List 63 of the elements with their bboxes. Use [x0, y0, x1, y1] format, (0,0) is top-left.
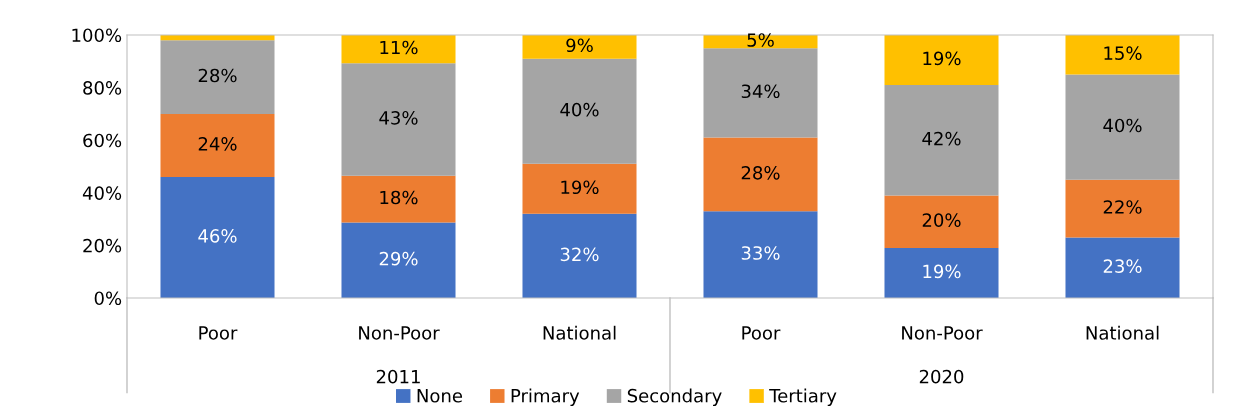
data-label: 20%: [922, 213, 961, 227]
y-tick-label: 60%: [83, 133, 122, 148]
bar: [884, 35, 999, 85]
y-tick-label: 20%: [83, 238, 122, 253]
bar: [1065, 179, 1180, 238]
data-label: 19%: [923, 51, 961, 66]
bar: [341, 222, 456, 298]
bar: [522, 58, 637, 164]
data-label: 40%: [560, 102, 599, 117]
bar: [1065, 74, 1180, 180]
bar: [884, 248, 999, 298]
data-label: 28%: [741, 165, 780, 180]
data-label: 22%: [1103, 200, 1142, 214]
legend-label: Primary: [511, 388, 580, 407]
data-label: 33%: [741, 246, 780, 260]
bar: [703, 137, 818, 212]
x-tick-label: National: [543, 325, 616, 340]
bar: [522, 213, 637, 298]
bar: [522, 163, 637, 214]
y-tick-label: 80%: [83, 81, 122, 95]
bar: [160, 113, 275, 178]
x-tick-label: Non-Poor: [359, 326, 440, 340]
data-label: 11%: [380, 40, 418, 55]
data-label: 18%: [380, 190, 418, 205]
data-label: 19%: [923, 264, 961, 279]
legend-label: Secondary: [627, 388, 722, 407]
text: 2020: [919, 369, 964, 384]
data-label: 28%: [198, 68, 237, 83]
data-label: 34%: [741, 84, 780, 99]
text: 2011: [376, 369, 420, 384]
data-label: 42%: [922, 131, 961, 146]
legend-label: Tertiary: [769, 388, 837, 407]
x-tick-label: Poor: [199, 326, 238, 340]
y-tick-label: 100%: [72, 28, 122, 43]
bar: [160, 177, 275, 298]
data-label: 43%: [379, 111, 418, 125]
bar: [1065, 237, 1180, 298]
bar: [884, 195, 999, 249]
data-label: 29%: [379, 251, 418, 266]
y-tick-label: 0%: [94, 291, 122, 306]
bar: [341, 175, 456, 223]
bar: [884, 84, 999, 196]
x-tick-label: Non-Poor: [902, 326, 983, 340]
data-label: 46%: [198, 229, 237, 243]
bar: [522, 35, 637, 59]
bar: [160, 40, 275, 114]
bar: [341, 35, 456, 64]
bar: [1065, 35, 1180, 75]
data-label: 5%: [747, 33, 774, 47]
data-label: 9%: [566, 38, 593, 53]
legend-label: None: [417, 389, 463, 403]
data-label: 23%: [1103, 259, 1142, 273]
x-tick-label: Poor: [742, 326, 781, 340]
data-label: 40%: [1103, 118, 1142, 133]
data-label: 15%: [1104, 46, 1142, 60]
bar: [703, 48, 818, 138]
data-label: 24%: [198, 137, 237, 151]
y-tick-label: 40%: [82, 186, 122, 200]
bar: [703, 211, 818, 298]
data-label: 32%: [560, 247, 599, 262]
x-tick-label: National: [1086, 325, 1159, 340]
bar: [341, 63, 456, 176]
data-label: 19%: [561, 180, 599, 195]
